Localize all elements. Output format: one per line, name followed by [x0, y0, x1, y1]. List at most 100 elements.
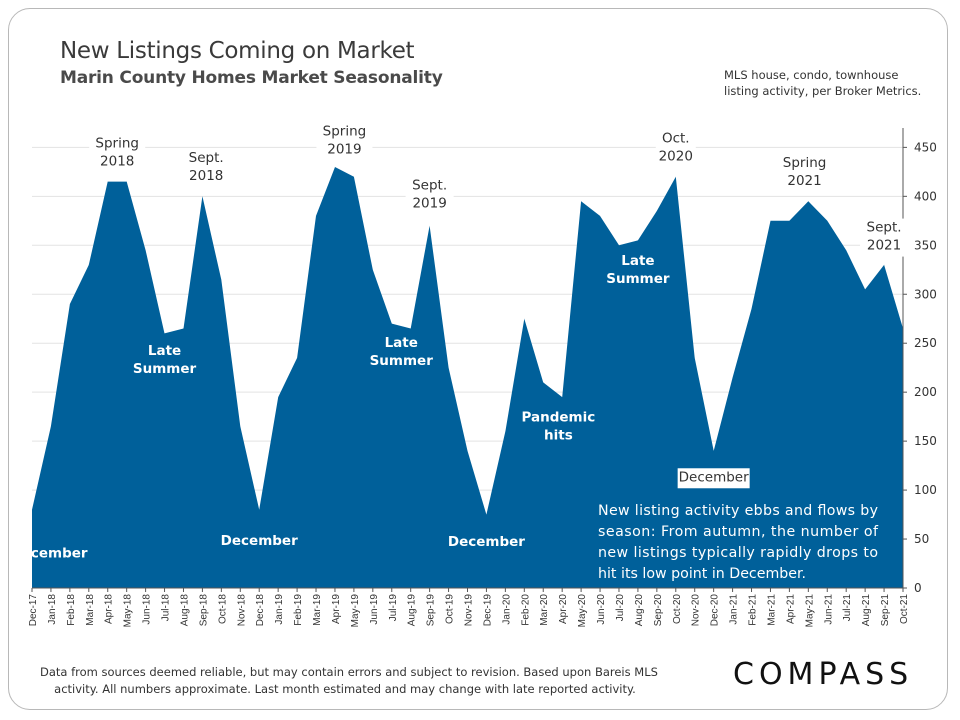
annotation-backdrop [316, 122, 373, 161]
x-tick-label: Nov-20 [691, 594, 702, 627]
annotation-text: Pandemic [521, 410, 595, 426]
x-tick-label: Sep-18 [198, 594, 209, 627]
annotation-text: December [221, 533, 298, 549]
annotation-backdrop [677, 468, 750, 489]
y-tick-label: 450 [914, 140, 937, 154]
x-tick-label: Oct-20 [672, 594, 683, 624]
x-tick-label: Jul-18 [161, 594, 172, 622]
x-tick-label: Feb-19 [293, 594, 304, 626]
x-tick-label: Apr-21 [785, 594, 796, 624]
x-tick-label: Dec-20 [710, 594, 721, 627]
y-tick-label: 350 [914, 238, 937, 252]
annotation-text: 2021 [867, 238, 901, 254]
annotation-label: Late Summer [133, 343, 197, 377]
callout-text-line: hit its low point in December. [598, 566, 806, 582]
x-tick-label: Mar-18 [85, 594, 96, 626]
annotation-label: December [11, 546, 88, 562]
x-tick-label: Apr-20 [558, 594, 569, 624]
annotation-label: Spring 2019 [316, 122, 373, 161]
annotation-text: Summer [133, 361, 197, 377]
x-tick-label: May-19 [350, 594, 361, 628]
annotation-text: December [679, 469, 749, 485]
callout-text-line: New listing activity ebbs and flows by [598, 503, 878, 519]
footer-disclaimer: Data from sources deemed reliable, but m… [40, 664, 658, 698]
x-tick-label: Mar-21 [766, 594, 777, 626]
x-tick-label: Aug-20 [634, 594, 645, 627]
footer-line-2: activity. All numbers approximate. Last … [54, 682, 636, 696]
y-tick-label: 100 [914, 483, 937, 497]
callout-text-line: season: From autumn, the number of [598, 524, 879, 540]
x-tick-label: Jun-18 [142, 594, 153, 625]
annotation-label: Late Summer [606, 253, 670, 287]
annotation-backdrop [776, 153, 833, 192]
y-tick-label: 250 [914, 336, 937, 350]
x-tick-label: Feb-18 [66, 594, 77, 626]
annotation-text: Sept. [867, 220, 902, 236]
x-tick-label: May-18 [123, 594, 134, 628]
x-tick-label: Sep-21 [880, 594, 891, 627]
annotation-text: Sept. [189, 150, 224, 166]
annotation-backdrop [182, 149, 231, 188]
annotation-label: Sept. 2018 [182, 149, 231, 188]
y-tick-label: 200 [914, 385, 937, 399]
annotation-text: Spring [783, 155, 827, 171]
x-tick-label: Sep-19 [426, 594, 437, 627]
source-note-line-2: listing activity, per Broker Metrics. [724, 84, 922, 98]
x-tick-label: Dec-17 [28, 594, 39, 627]
x-tick-label: Jun-21 [823, 594, 834, 625]
annotation-backdrop [860, 218, 909, 257]
x-tick-label: Jun-20 [596, 594, 607, 625]
source-note: MLS house, condo, townhouse listing acti… [724, 67, 921, 99]
x-tick-label: Jul-19 [388, 594, 399, 622]
annotation-backdrop [89, 134, 146, 173]
x-tick-label: Nov-18 [236, 594, 247, 627]
x-tick-label: Apr-18 [104, 594, 115, 624]
annotation-text: 2019 [412, 195, 446, 211]
x-tick-label: Oct-18 [217, 594, 228, 624]
source-note-line-1: MLS house, condo, townhouse [724, 68, 899, 82]
annotation-text: 2018 [189, 168, 223, 184]
annotation-backdrop [405, 176, 454, 215]
footer-line-1: Data from sources deemed reliable, but m… [40, 665, 658, 679]
y-tick-label: 50 [914, 532, 929, 546]
x-tick-label: Nov-19 [464, 594, 475, 627]
x-tick-label: Dec-18 [255, 594, 266, 627]
annotation-text: Spring [95, 135, 139, 151]
x-tick-label: Mar-19 [312, 594, 323, 626]
x-tick-label: Dec-19 [482, 594, 493, 627]
chart-title: New Listings Coming on Market [60, 38, 415, 64]
x-tick-label: Jul-21 [842, 594, 853, 622]
annotation-text: Late [621, 253, 654, 269]
x-tick-label: Jun-19 [369, 594, 380, 625]
annotation-text: Summer [606, 271, 670, 287]
y-tick-label: 150 [914, 434, 937, 448]
y-tick-label: 300 [914, 287, 937, 301]
y-tick-label: 400 [914, 189, 937, 203]
annotation-label: Late Summer [370, 335, 434, 369]
annotation-text: 2020 [659, 148, 693, 164]
x-tick-label: Apr-19 [331, 594, 342, 624]
annotation-text: December [11, 546, 88, 562]
x-tick-label: Jan-18 [47, 594, 58, 625]
annotation-label: Pandemic hits [521, 410, 595, 444]
chart-subtitle: Marin County Homes Market Seasonality [60, 68, 443, 88]
annotation-label: Sept. 2019 [405, 176, 454, 215]
annotation-text: December [448, 534, 525, 550]
x-tick-label: Oct-19 [445, 594, 456, 624]
annotation-text: hits [544, 428, 573, 444]
annotation-text: Late [148, 343, 181, 359]
x-tick-label: Aug-19 [407, 594, 418, 627]
annotation-text: Late [385, 335, 418, 351]
annotation-text: 2019 [327, 142, 361, 158]
x-tick-label: Feb-20 [520, 594, 531, 626]
x-tick-label: May-21 [804, 594, 815, 628]
annotation-label: December [221, 533, 298, 549]
x-tick-label: Feb-21 [748, 594, 759, 626]
annotation-text: 2018 [100, 153, 134, 169]
annotation-label: Sept. 2021 [860, 218, 909, 257]
annotation-label: December [677, 468, 750, 489]
x-tick-label: May-20 [577, 594, 588, 628]
x-tick-label: Mar-20 [539, 594, 550, 626]
annotation-label: Spring 2021 [776, 153, 833, 192]
